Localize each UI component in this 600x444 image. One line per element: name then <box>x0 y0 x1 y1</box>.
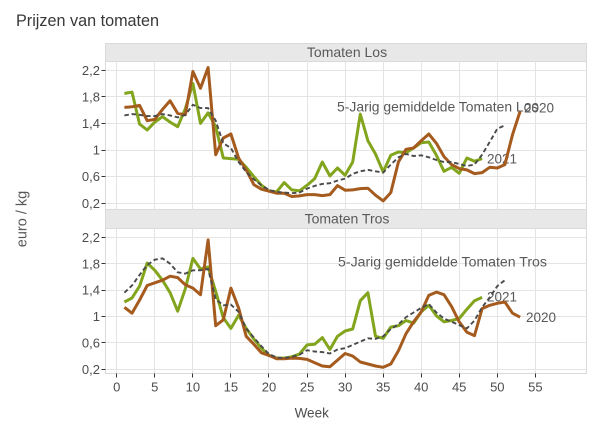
svg-text:Tomaten Tros: Tomaten Tros <box>305 211 390 227</box>
svg-text:1,4: 1,4 <box>82 283 100 298</box>
svg-text:1,4: 1,4 <box>82 116 100 131</box>
svg-text:10: 10 <box>186 380 200 395</box>
svg-text:35: 35 <box>376 380 390 395</box>
svg-text:Prijzen van tomaten: Prijzen van tomaten <box>16 12 159 30</box>
svg-text:0,2: 0,2 <box>82 196 100 211</box>
svg-text:45: 45 <box>452 380 466 395</box>
svg-text:15: 15 <box>224 380 238 395</box>
svg-text:50: 50 <box>490 380 504 395</box>
svg-text:euro / kg: euro / kg <box>14 191 30 247</box>
svg-text:20: 20 <box>262 380 276 395</box>
svg-text:30: 30 <box>338 380 352 395</box>
svg-text:5: 5 <box>151 380 158 395</box>
svg-text:5-Jarig gemiddelde Tomaten Tro: 5-Jarig gemiddelde Tomaten Tros <box>338 254 547 270</box>
svg-text:2020: 2020 <box>524 101 554 116</box>
svg-text:2,2: 2,2 <box>82 63 100 78</box>
svg-text:Week: Week <box>295 406 330 421</box>
svg-text:2021: 2021 <box>487 152 517 167</box>
svg-text:1,8: 1,8 <box>82 89 100 104</box>
svg-text:1: 1 <box>93 309 100 324</box>
svg-text:5-Jarig gemiddelde Tomaten Los: 5-Jarig gemiddelde Tomaten Los <box>337 99 538 115</box>
svg-text:0: 0 <box>113 380 120 395</box>
svg-text:55: 55 <box>528 380 542 395</box>
svg-text:2020: 2020 <box>526 310 556 325</box>
svg-text:2021: 2021 <box>487 290 517 305</box>
svg-text:0,6: 0,6 <box>82 336 100 351</box>
svg-text:0,6: 0,6 <box>82 169 100 184</box>
svg-text:2,2: 2,2 <box>82 230 100 245</box>
svg-text:Tomaten Los: Tomaten Los <box>307 44 387 60</box>
svg-text:0,2: 0,2 <box>82 362 100 377</box>
svg-text:40: 40 <box>414 380 428 395</box>
svg-text:1,8: 1,8 <box>82 256 100 271</box>
svg-text:1: 1 <box>93 143 100 158</box>
svg-text:25: 25 <box>300 380 314 395</box>
